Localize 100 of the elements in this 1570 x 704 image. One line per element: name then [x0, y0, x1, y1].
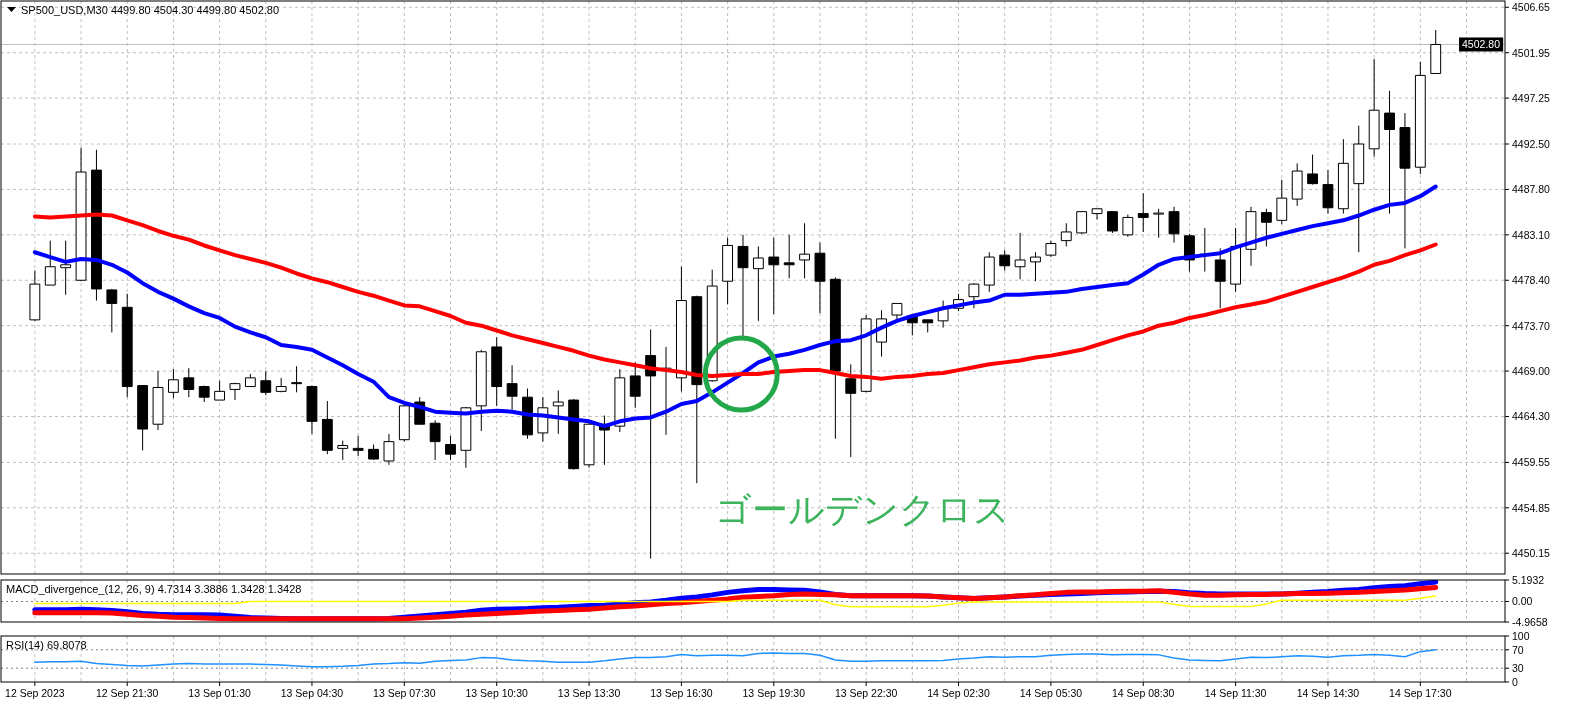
candlestick	[1368, 58, 1380, 158]
candlestick	[799, 222, 810, 279]
x-tick-label: 13 Sep 04:30	[280, 687, 344, 699]
candlestick	[1014, 232, 1026, 280]
candlestick	[814, 242, 826, 314]
candlestick	[121, 293, 133, 398]
y-tick-label: 0.00	[1512, 595, 1533, 608]
x-tick-label: 14 Sep 08:30	[1112, 687, 1175, 699]
y-tick-label: 4478.40	[1512, 274, 1551, 287]
candlestick	[1214, 247, 1226, 309]
candlestick	[214, 380, 226, 401]
candlestick	[845, 363, 857, 458]
candlestick	[568, 398, 580, 471]
y-tick-label: 4469.00	[1512, 365, 1551, 378]
candlestick	[291, 365, 302, 393]
candlestick	[552, 389, 564, 435]
line-series	[32, 184, 1438, 429]
y-tick-label: -4.9658	[1512, 616, 1548, 628]
x-tick-label: 14 Sep 05:30	[1019, 687, 1083, 699]
candlestick	[1353, 125, 1365, 253]
line-series	[34, 649, 1437, 668]
candlestick	[1091, 208, 1103, 220]
x-tick-label: 13 Sep 01:30	[188, 687, 251, 699]
candlestick	[321, 400, 333, 455]
y-tick-label: 4497.25	[1512, 92, 1551, 105]
candlestick	[1291, 162, 1303, 207]
candlestick	[1230, 227, 1242, 293]
candlestick	[1045, 240, 1057, 258]
candlestick	[429, 419, 441, 461]
candlestick	[1153, 208, 1165, 239]
candlestick	[244, 373, 256, 388]
candlestick	[91, 149, 102, 302]
y-tick-label: 30	[1512, 662, 1524, 675]
candlestick	[352, 435, 364, 457]
y-tick-label: 4483.10	[1512, 228, 1551, 241]
y-tick-label: 4464.30	[1512, 410, 1551, 423]
y-tick-label: 4450.15	[1512, 547, 1551, 560]
y-tick-label: 5.1932	[1512, 574, 1545, 586]
candlestick	[1030, 251, 1041, 282]
chart-title: MACD_divergence_(12, 26, 9) 4.7314 3.3886 1.3428 1.3428	[6, 583, 302, 595]
x-tick-label: 14 Sep 11:30	[1204, 687, 1267, 699]
candlestick	[75, 147, 87, 282]
candlestick	[891, 302, 903, 322]
x-tick-label: 14 Sep 14:30	[1296, 687, 1360, 699]
y-tick-label: 4454.85	[1512, 501, 1551, 514]
x-tick-label: 13 Sep 19:30	[742, 687, 806, 699]
candlestick	[1430, 29, 1442, 74]
candlestick	[383, 433, 395, 466]
y-tick-label: 4473.70	[1512, 319, 1551, 332]
line-series	[34, 595, 1437, 608]
x-tick-label: 14 Sep 02:30	[927, 687, 990, 699]
candlestick	[60, 240, 72, 296]
candlestick	[983, 251, 995, 293]
candlestick	[337, 440, 349, 461]
x-tick-label: 13 Sep 07:30	[373, 687, 436, 699]
y-tick-label: 4487.80	[1512, 183, 1551, 196]
candlestick	[491, 336, 503, 407]
chart-title: RSI(14) 69.8078	[6, 639, 87, 651]
candlestick	[999, 249, 1011, 272]
x-tick-label: 12 Sep 2023	[5, 687, 65, 699]
y-tick-label: 4506.65	[1512, 1, 1551, 14]
candlestick	[229, 382, 241, 401]
y-tick-label: 4492.50	[1512, 138, 1551, 151]
candlestick	[768, 237, 780, 315]
y-tick-label: 4501.95	[1512, 46, 1551, 59]
candlestick	[1384, 90, 1395, 215]
x-tick-label: 13 Sep 16:30	[650, 687, 713, 699]
candlestick	[260, 370, 272, 396]
x-tick-label: 13 Sep 10:30	[465, 687, 529, 699]
x-tick-label: 13 Sep 22:30	[834, 687, 898, 699]
x-tick-label: 14 Sep 17:30	[1389, 687, 1452, 699]
candlestick	[1307, 154, 1318, 186]
candlestick	[44, 240, 56, 286]
candlestick	[137, 385, 149, 451]
candlestick	[445, 435, 456, 461]
candlestick	[752, 245, 764, 322]
candlestick	[829, 276, 841, 440]
y-tick-label: 4459.55	[1512, 456, 1551, 469]
candlestick	[475, 349, 487, 432]
candlestick	[737, 234, 749, 338]
candlestick	[1060, 222, 1072, 247]
candlestick	[691, 295, 703, 484]
x-tick-label: 13 Sep 13:30	[557, 687, 621, 699]
candlestick	[152, 370, 164, 431]
y-tick-label: 100	[1512, 630, 1530, 642]
candlestick	[583, 422, 595, 469]
candlestick	[398, 403, 410, 443]
ref-line-label: 4502.80	[1462, 38, 1501, 51]
candlestick	[1107, 211, 1118, 234]
candlestick	[1276, 179, 1288, 225]
candlestick	[29, 270, 41, 322]
candlestick	[1399, 112, 1411, 249]
candlestick	[614, 368, 626, 433]
y-tick-label: 70	[1512, 643, 1524, 656]
annotation: ゴールデンクロス	[715, 489, 1011, 531]
candlestick	[922, 319, 934, 333]
candlestick	[1260, 208, 1272, 247]
candlestick	[783, 234, 795, 279]
y-tick-label: 0	[1512, 676, 1518, 688]
candlestick	[368, 444, 379, 461]
